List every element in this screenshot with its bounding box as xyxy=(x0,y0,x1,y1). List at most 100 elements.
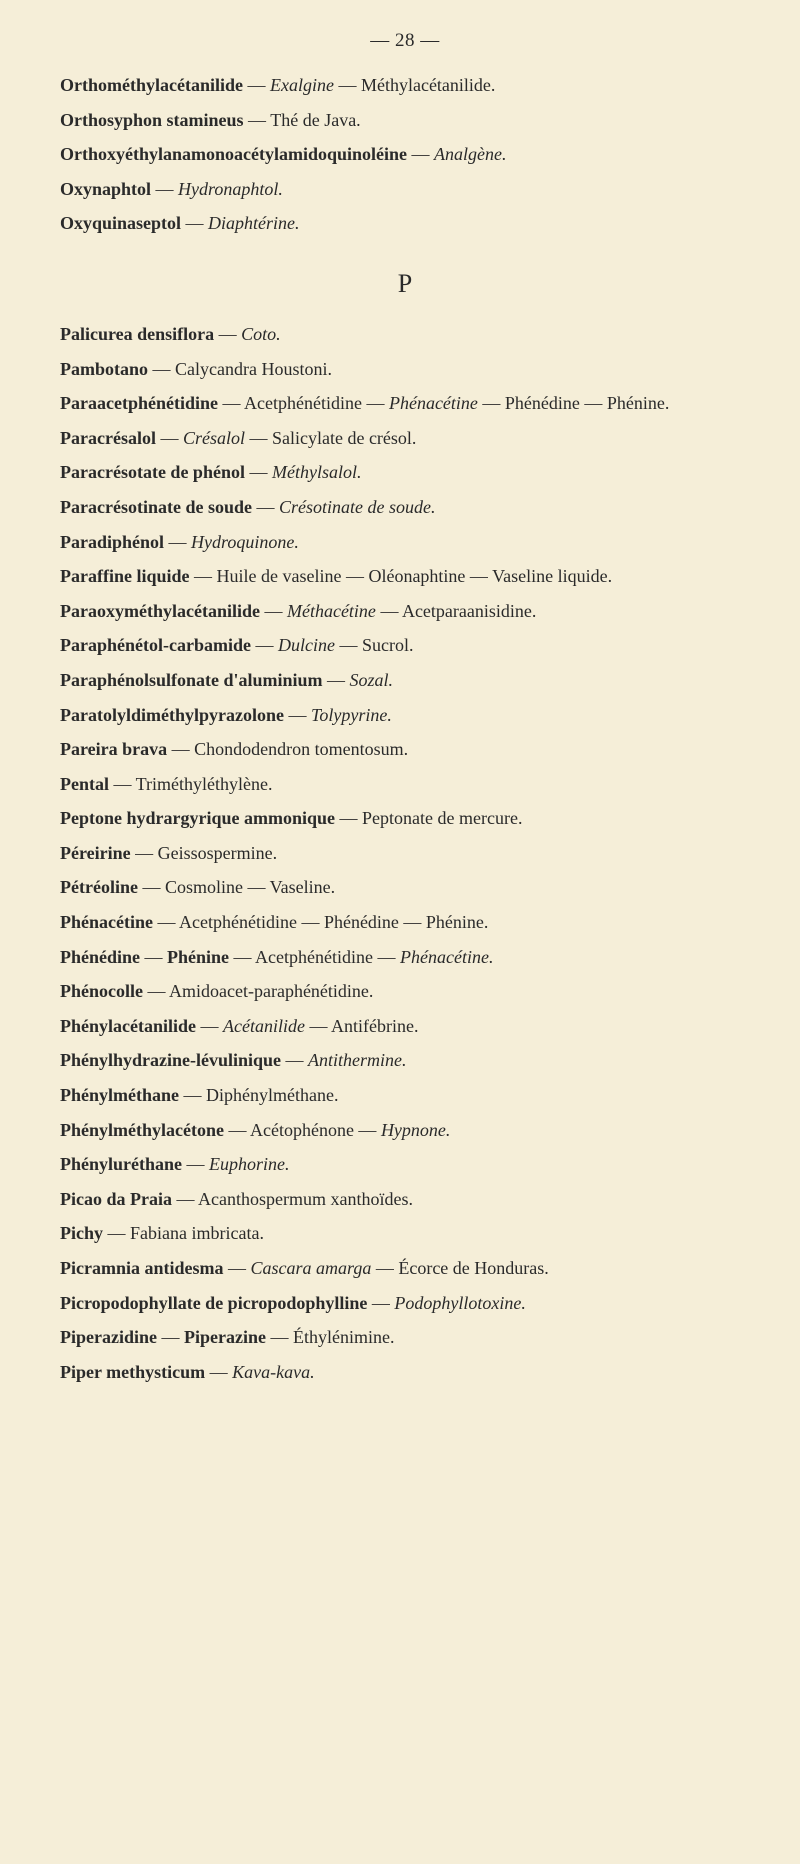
entry-text: Phénacétine xyxy=(389,393,478,413)
entry-text: Sozal. xyxy=(350,670,394,690)
document-page: — 28 — Orthométhylacétanilide — Exalgine… xyxy=(0,0,800,1431)
dictionary-entry: Orthométhylacétanilide — Exalgine — Méth… xyxy=(60,70,750,101)
entry-text: — xyxy=(182,1154,209,1174)
dictionary-entry: Paracrésotinate de soude — Crésotinate d… xyxy=(60,492,750,523)
entry-text: Coto. xyxy=(241,324,281,344)
entry-text: — Méthylacétanilide. xyxy=(334,75,495,95)
entry-text: Piper methysticum xyxy=(60,1362,205,1382)
entry-text: — Salicylate de crésol. xyxy=(245,428,416,448)
entry-text: — Huile de vaseline — Oléonaphtine — Vas… xyxy=(190,566,613,586)
entry-text: Hypnone. xyxy=(381,1120,450,1140)
dictionary-entry: Orthosyphon stamineus — Thé de Java. xyxy=(60,105,750,136)
entry-text: — Acétophénone — xyxy=(224,1120,381,1140)
entry-text: Piperazine xyxy=(184,1327,266,1347)
entry-text: — xyxy=(205,1362,232,1382)
dictionary-entry: Orthoxyéthylanamonoacétylamidoquinoléine… xyxy=(60,139,750,170)
entry-text: Exalgine xyxy=(270,75,334,95)
entry-text: Euphorine. xyxy=(209,1154,290,1174)
entry-text: — xyxy=(251,635,278,655)
dictionary-entry: Oxyquinaseptol — Diaphtérine. xyxy=(60,208,750,239)
dictionary-entry: Phénylméthylacétone — Acétophénone — Hyp… xyxy=(60,1115,750,1146)
entry-text: — Antifébrine. xyxy=(305,1016,418,1036)
entry-text: Paraphénétol-carbamide xyxy=(60,635,251,655)
entry-text: Pambotano xyxy=(60,359,148,379)
dictionary-entry: Piperazidine — Piperazine — Éthylénimine… xyxy=(60,1322,750,1353)
entry-text: Orthoxyéthylanamonoacétylamidoquinoléine xyxy=(60,144,407,164)
dictionary-entry: Phénylméthane — Diphénylméthane. xyxy=(60,1080,750,1111)
entry-text: — Amidoacet-paraphénétidine. xyxy=(143,981,373,1001)
dictionary-entry: Peptone hydrargyrique ammonique — Pepton… xyxy=(60,803,750,834)
dictionary-entry: Paratolyldiméthylpyrazolone — Tolypyrine… xyxy=(60,700,750,731)
dictionary-entry: Pental — Triméthyléthylène. xyxy=(60,769,750,800)
entry-text: Crésalol xyxy=(183,428,245,448)
entry-text: — xyxy=(407,144,434,164)
dictionary-entry: Paradiphénol — Hydroquinone. xyxy=(60,527,750,558)
dictionary-entry: Picramnia antidesma — Cascara amarga — É… xyxy=(60,1253,750,1284)
dictionary-entry: Piper methysticum — Kava-kava. xyxy=(60,1357,750,1388)
entry-text: Paradiphénol xyxy=(60,532,164,552)
entry-text: — xyxy=(284,705,311,725)
dictionary-entry: Paracrésotate de phénol — Méthylsalol. xyxy=(60,457,750,488)
entry-text: — Fabiana imbricata. xyxy=(103,1223,264,1243)
entry-text: Phénylhydrazine-lévulinique xyxy=(60,1050,281,1070)
entry-text: Diaphtérine. xyxy=(208,213,300,233)
dictionary-entry: Phénacétine — Acetphénétidine — Phénédin… xyxy=(60,907,750,938)
entry-text: Paraffine liquide xyxy=(60,566,190,586)
entry-text: Paracrésotate de phénol xyxy=(60,462,245,482)
entry-text: Paraoxyméthylacétanilide xyxy=(60,601,260,621)
entry-text: Méthacétine xyxy=(287,601,376,621)
entry-text: — xyxy=(140,947,167,967)
entry-text: Phénylméthane xyxy=(60,1085,179,1105)
entry-text: — xyxy=(260,601,287,621)
entry-text: — Acetphénétidine — Phénédine — Phénine. xyxy=(153,912,488,932)
entry-text: — xyxy=(151,179,178,199)
entry-text: Antithermine. xyxy=(308,1050,406,1070)
entry-text: — Acetphénétidine — xyxy=(229,947,400,967)
entry-text: Paraacetphénétidine xyxy=(60,393,218,413)
dictionary-entry: Paraphénolsulfonate d'aluminium — Sozal. xyxy=(60,665,750,696)
entry-text: Pareira brava xyxy=(60,739,167,759)
dictionary-entry: Pambotano — Calycandra Houstoni. xyxy=(60,354,750,385)
entry-text: Oxynaphtol xyxy=(60,179,151,199)
dictionary-entry: Palicurea densiflora — Coto. xyxy=(60,319,750,350)
entries-section-p: Palicurea densiflora — Coto. Pambotano — … xyxy=(60,319,750,1387)
dictionary-entry: Paraoxyméthylacétanilide — Méthacétine —… xyxy=(60,596,750,627)
entry-text: Phénocolle xyxy=(60,981,143,1001)
entry-text: Phényluréthane xyxy=(60,1154,182,1174)
entry-text: Crésotinate de soude. xyxy=(279,497,435,517)
entry-text: Podophyllotoxine. xyxy=(394,1293,525,1313)
entry-text: Piperazidine xyxy=(60,1327,157,1347)
dictionary-entry: Paraacetphénétidine — Acetphénétidine — … xyxy=(60,388,750,419)
entry-text: Hydroquinone. xyxy=(191,532,299,552)
entry-text: Analgène. xyxy=(434,144,506,164)
entry-text: — xyxy=(196,1016,223,1036)
entry-text: — Diphénylméthane. xyxy=(179,1085,338,1105)
entry-text: — Geissospermine. xyxy=(131,843,277,863)
entry-text: — xyxy=(252,497,279,517)
entry-text: Orthométhylacétanilide xyxy=(60,75,243,95)
entry-text: — Triméthyléthylène. xyxy=(109,774,273,794)
entry-text: Picao da Praia xyxy=(60,1189,172,1209)
entry-text: — Thé de Java. xyxy=(244,110,361,130)
entry-text: — Sucrol. xyxy=(335,635,414,655)
entry-text: — xyxy=(214,324,241,344)
entry-text: Paratolyldiméthylpyrazolone xyxy=(60,705,284,725)
entry-text: Picramnia antidesma xyxy=(60,1258,224,1278)
dictionary-entry: Phényluréthane — Euphorine. xyxy=(60,1149,750,1180)
dictionary-entry: Phénocolle — Amidoacet-paraphénétidine. xyxy=(60,976,750,1007)
entry-text: Phénacétine xyxy=(60,912,153,932)
dictionary-entry: Péreirine — Geissospermine. xyxy=(60,838,750,869)
dictionary-entry: Paraphénétol-carbamide — Dulcine — Sucro… xyxy=(60,630,750,661)
entry-text: — Écorce de Honduras. xyxy=(371,1258,548,1278)
entry-text: Paraphénolsulfonate d'aluminium xyxy=(60,670,323,690)
entry-text: — xyxy=(157,1327,184,1347)
entry-text: — Acetparaanisidine. xyxy=(376,601,536,621)
entry-text: — xyxy=(245,462,272,482)
entry-text: Phénylacétanilide xyxy=(60,1016,196,1036)
dictionary-entry: Oxynaphtol — Hydronaphtol. xyxy=(60,174,750,205)
dictionary-entry: Pétréoline — Cosmoline — Vaseline. xyxy=(60,872,750,903)
dictionary-entry: Phénédine — Phénine — Acetphénétidine — … xyxy=(60,942,750,973)
entry-text: Kava-kava. xyxy=(232,1362,314,1382)
entry-text: Paracrésotinate de soude xyxy=(60,497,252,517)
entry-text: Oxyquinaseptol xyxy=(60,213,181,233)
